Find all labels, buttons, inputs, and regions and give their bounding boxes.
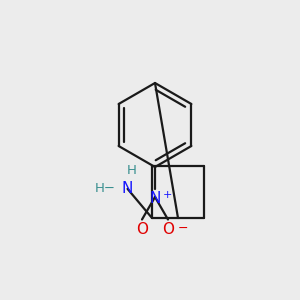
Text: +: + [163,190,172,200]
Text: O: O [136,221,148,236]
Text: H−: H− [94,182,116,195]
Text: H: H [127,164,136,177]
Text: N: N [149,191,161,206]
Text: N: N [122,182,133,196]
Text: −: − [178,221,188,235]
Text: O: O [162,221,174,236]
